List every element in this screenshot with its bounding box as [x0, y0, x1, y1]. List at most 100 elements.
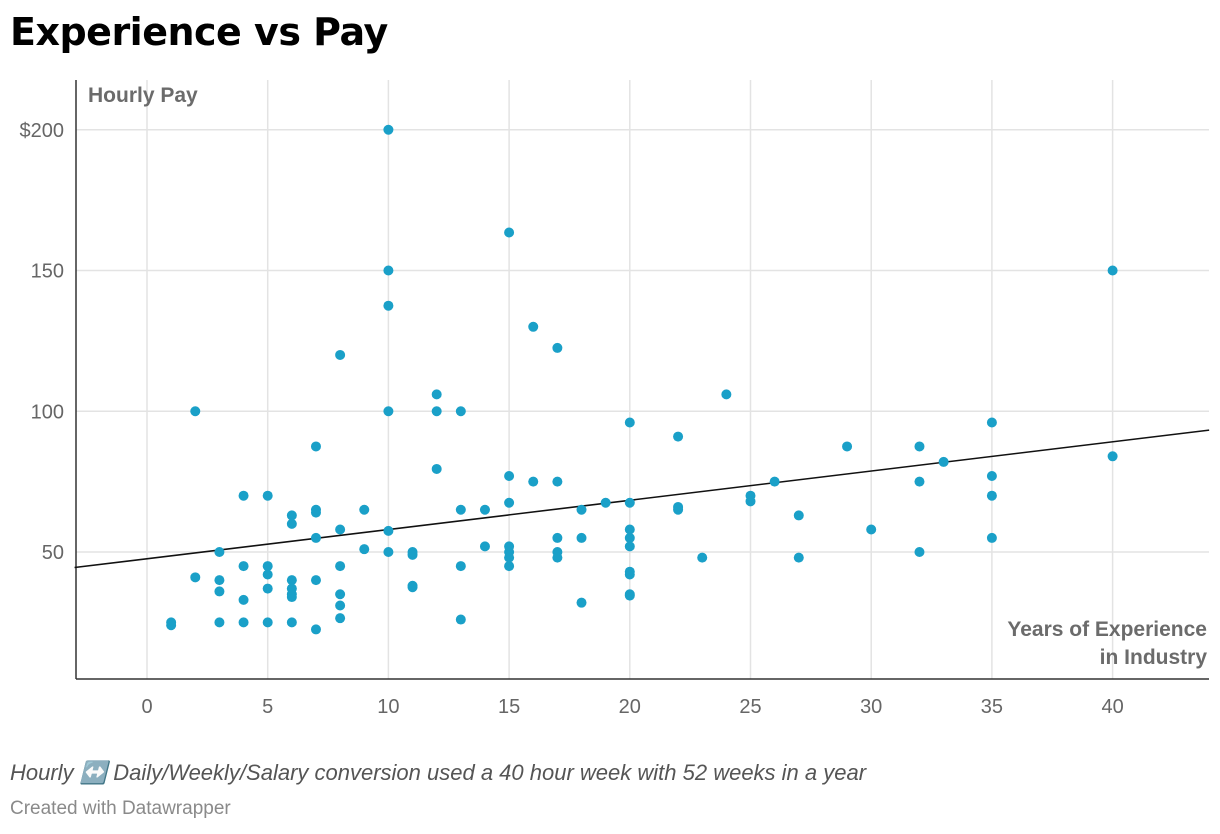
- data-point[interactable]: [383, 406, 394, 417]
- y-axis-title: Hourly Pay: [88, 84, 198, 107]
- data-point[interactable]: [262, 617, 273, 628]
- data-points: [166, 124, 1118, 635]
- data-point[interactable]: [600, 497, 611, 508]
- data-point[interactable]: [504, 552, 515, 563]
- data-point[interactable]: [383, 124, 394, 135]
- data-point[interactable]: [166, 620, 177, 631]
- data-point[interactable]: [504, 470, 515, 481]
- data-point[interactable]: [431, 463, 442, 474]
- y-tick-label: $200: [20, 120, 65, 142]
- data-point[interactable]: [359, 544, 370, 555]
- data-point[interactable]: [383, 547, 394, 557]
- data-point[interactable]: [624, 524, 635, 535]
- data-point[interactable]: [986, 490, 997, 501]
- data-point[interactable]: [238, 561, 249, 572]
- data-point[interactable]: [793, 510, 804, 521]
- data-point[interactable]: [286, 617, 297, 628]
- data-point[interactable]: [938, 456, 949, 467]
- data-point[interactable]: [262, 490, 273, 501]
- data-point[interactable]: [455, 561, 466, 572]
- data-point[interactable]: [528, 476, 539, 487]
- data-point[interactable]: [624, 590, 635, 601]
- data-point[interactable]: [745, 496, 756, 507]
- data-point[interactable]: [431, 406, 442, 417]
- data-point[interactable]: [455, 614, 466, 625]
- data-point[interactable]: [286, 510, 297, 521]
- data-point[interactable]: [310, 441, 321, 452]
- data-point[interactable]: [262, 583, 273, 594]
- data-point[interactable]: [986, 532, 997, 543]
- data-point[interactable]: [479, 504, 490, 515]
- data-point[interactable]: [310, 575, 321, 586]
- data-point[interactable]: [986, 417, 997, 428]
- data-point[interactable]: [214, 575, 225, 586]
- data-point[interactable]: [214, 617, 225, 628]
- data-point[interactable]: [673, 504, 684, 515]
- data-point[interactable]: [431, 389, 442, 400]
- data-point[interactable]: [335, 561, 346, 572]
- data-point[interactable]: [504, 227, 515, 238]
- data-point[interactable]: [769, 476, 780, 487]
- data-point[interactable]: [407, 549, 418, 560]
- data-point[interactable]: [455, 504, 466, 515]
- data-point[interactable]: [310, 507, 321, 518]
- data-point[interactable]: [286, 575, 297, 586]
- data-point[interactable]: [310, 624, 321, 635]
- data-point[interactable]: [238, 594, 249, 605]
- data-point[interactable]: [624, 417, 635, 428]
- data-point[interactable]: [479, 541, 490, 552]
- data-point[interactable]: [383, 525, 394, 536]
- data-point[interactable]: [624, 532, 635, 543]
- data-point[interactable]: [238, 617, 249, 628]
- data-point[interactable]: [552, 552, 563, 563]
- data-point[interactable]: [793, 552, 804, 563]
- data-point[interactable]: [383, 265, 394, 276]
- data-point[interactable]: [262, 569, 273, 580]
- data-point[interactable]: [407, 582, 418, 593]
- data-point[interactable]: [721, 389, 732, 400]
- data-point[interactable]: [335, 589, 346, 600]
- data-point[interactable]: [986, 470, 997, 481]
- data-point[interactable]: [455, 406, 466, 417]
- data-point[interactable]: [576, 597, 587, 608]
- data-point[interactable]: [914, 547, 925, 557]
- data-point[interactable]: [504, 497, 515, 508]
- data-point[interactable]: [359, 504, 370, 515]
- data-point[interactable]: [335, 600, 346, 611]
- data-point[interactable]: [576, 532, 587, 543]
- data-point[interactable]: [528, 321, 539, 332]
- data-point[interactable]: [842, 441, 853, 452]
- data-point[interactable]: [673, 431, 684, 442]
- data-point[interactable]: [262, 561, 273, 572]
- data-point[interactable]: [552, 342, 563, 353]
- data-point[interactable]: [214, 586, 225, 597]
- data-point[interactable]: [335, 349, 346, 360]
- data-point[interactable]: [624, 569, 635, 580]
- data-point[interactable]: [286, 592, 297, 603]
- data-point[interactable]: [214, 547, 225, 557]
- data-point[interactable]: [383, 300, 394, 311]
- data-point[interactable]: [697, 552, 708, 563]
- data-point[interactable]: [335, 613, 346, 624]
- data-point[interactable]: [238, 490, 249, 501]
- credit-link[interactable]: Created with Datawrapper: [10, 798, 231, 819]
- data-point[interactable]: [552, 476, 563, 487]
- data-point[interactable]: [552, 532, 563, 543]
- axes: [75, 80, 1209, 680]
- data-point[interactable]: [335, 524, 346, 535]
- data-point[interactable]: [866, 524, 877, 535]
- data-point[interactable]: [190, 406, 201, 417]
- data-point[interactable]: [914, 476, 925, 487]
- data-point[interactable]: [624, 541, 635, 552]
- data-point[interactable]: [190, 572, 201, 583]
- data-point[interactable]: [1107, 451, 1118, 462]
- data-point[interactable]: [914, 441, 925, 452]
- x-tick-label: 40: [1101, 696, 1123, 718]
- y-tick-label: 50: [42, 542, 64, 564]
- data-point[interactable]: [286, 518, 297, 529]
- data-point[interactable]: [1107, 265, 1118, 276]
- data-point[interactable]: [310, 532, 321, 543]
- data-point[interactable]: [504, 561, 515, 572]
- data-point[interactable]: [576, 504, 587, 515]
- data-point[interactable]: [624, 497, 635, 508]
